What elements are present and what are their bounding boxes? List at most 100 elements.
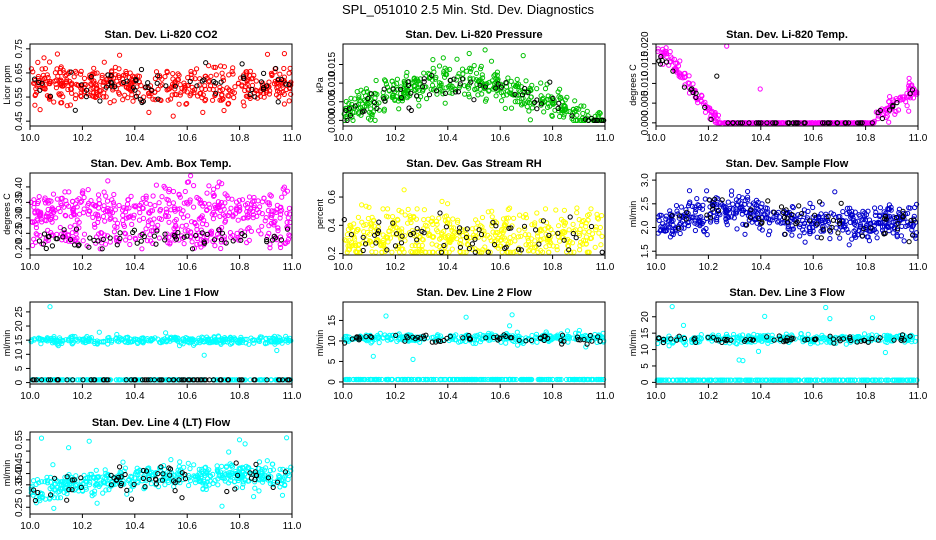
data-point (434, 221, 440, 227)
data-point (215, 184, 221, 190)
data-point (725, 120, 731, 126)
chart-title: Stan. Dev. Amb. Box Temp. (91, 158, 232, 170)
data-point (204, 222, 210, 228)
data-point (247, 68, 253, 74)
y-tick-label: 0.35 (14, 192, 25, 212)
data-point (581, 229, 587, 235)
data-point (146, 109, 152, 116)
data-point (531, 222, 538, 228)
data-point (155, 86, 161, 92)
data-point (475, 92, 481, 98)
data-point (412, 86, 418, 92)
data-point (543, 231, 549, 237)
data-point (47, 93, 54, 99)
y-tick-label: 1.5 (640, 244, 651, 258)
chart-title: Stan. Dev. Line 3 Flow (729, 287, 845, 299)
data-point (86, 208, 92, 214)
data-point (105, 205, 111, 211)
data-point (260, 80, 266, 86)
data-point (107, 100, 113, 106)
data-point (53, 215, 59, 221)
data-point (37, 233, 43, 239)
data-point (745, 188, 751, 195)
data-point (420, 84, 426, 90)
data-point (90, 214, 96, 220)
data-point (31, 200, 37, 207)
data-point (278, 244, 284, 251)
data-point (471, 63, 477, 69)
y-axis-label: ml/min (628, 330, 638, 357)
data-point (810, 204, 816, 211)
data-point (141, 233, 147, 240)
data-point (188, 173, 194, 179)
data-point (424, 96, 430, 102)
data-point (459, 66, 466, 72)
data-point (370, 353, 376, 359)
data-point (112, 217, 118, 223)
data-point (482, 47, 488, 53)
data-point (846, 120, 852, 126)
data-point (288, 91, 294, 97)
data-point (273, 65, 279, 72)
data-point (698, 92, 705, 98)
data-point (520, 101, 526, 107)
data-point (104, 198, 111, 204)
data-point (558, 94, 564, 100)
data-point (396, 106, 402, 112)
data-point (680, 75, 686, 81)
data-point (111, 191, 117, 198)
data-point (343, 107, 349, 114)
data-point (550, 101, 556, 107)
data-point (230, 238, 236, 244)
data-point (125, 95, 131, 101)
y-tick-label: 0.000 (640, 110, 651, 135)
x-tick-label: 10.0 (20, 391, 40, 402)
data-point (266, 79, 272, 85)
data-point (162, 74, 168, 80)
data-point (266, 200, 272, 206)
data-point (149, 221, 155, 227)
data-point (901, 238, 907, 244)
data-point (264, 237, 270, 243)
data-point (154, 228, 160, 234)
data-point (490, 229, 496, 235)
data-point (728, 192, 735, 198)
data-point (210, 97, 216, 103)
data-point (801, 207, 808, 213)
data-point (31, 236, 37, 242)
data-point (239, 197, 246, 203)
data-point (770, 120, 776, 126)
data-point (35, 73, 42, 80)
data-point (596, 230, 602, 236)
data-point (74, 217, 80, 223)
data-point (835, 230, 841, 236)
data-point (70, 206, 77, 212)
data-point (35, 209, 41, 215)
x-tick-label: 10.8 (543, 133, 563, 144)
data-point (284, 226, 291, 232)
data-point (138, 200, 144, 206)
data-point (734, 226, 740, 232)
data-point (156, 235, 162, 241)
data-point (278, 204, 284, 210)
data-point (884, 113, 890, 119)
data-point (264, 239, 270, 245)
data-point (172, 83, 178, 89)
data-point (83, 94, 90, 100)
data-point (569, 116, 575, 122)
data-point (796, 203, 802, 209)
y-tick-label: 15 (14, 334, 25, 346)
data-point (60, 234, 66, 240)
chart-title: Stan. Dev. Li-820 CO2 (105, 29, 218, 41)
data-point (271, 81, 277, 87)
data-point (462, 91, 468, 97)
data-point (286, 70, 292, 76)
data-point (507, 249, 513, 255)
data-point (658, 54, 664, 60)
data-point (216, 179, 222, 185)
data-point (28, 66, 34, 72)
data-point (534, 106, 540, 112)
data-point (47, 304, 53, 310)
data-point (389, 94, 395, 101)
